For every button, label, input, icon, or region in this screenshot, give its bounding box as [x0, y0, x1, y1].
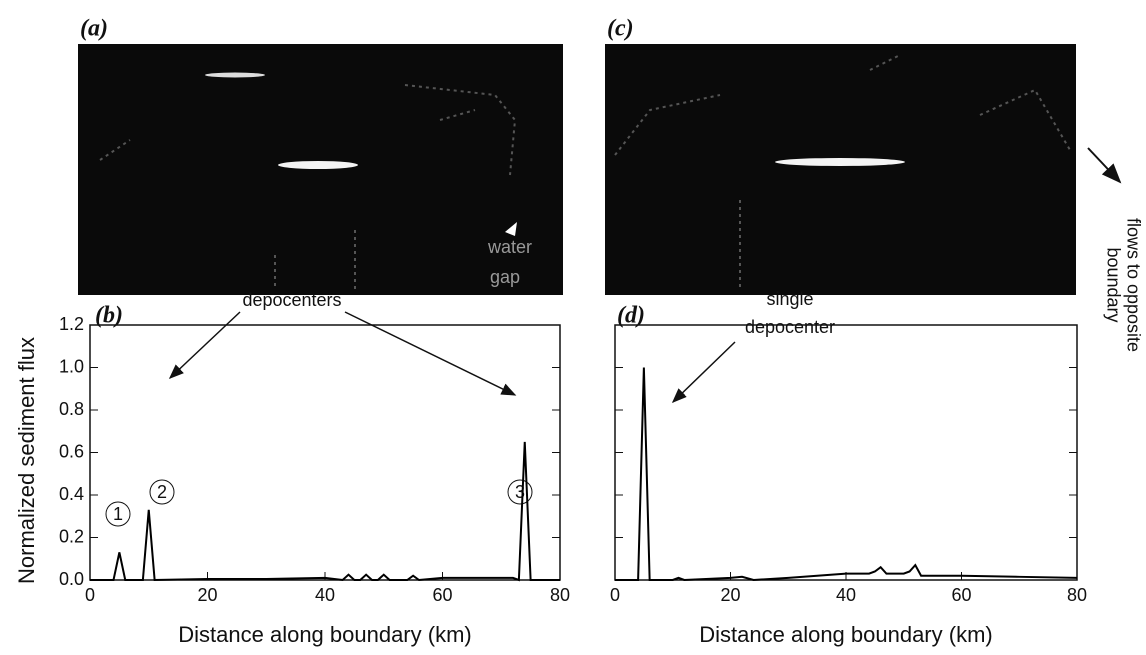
x-tick-label: 60 [432, 585, 452, 605]
arrow [170, 312, 240, 378]
y-tick-label: 0.2 [59, 526, 84, 546]
image-c [605, 44, 1076, 295]
y-tick-label: 1.2 [59, 314, 84, 334]
x-tick-label: 60 [951, 585, 971, 605]
annotation: depocenters [242, 290, 341, 310]
x-tick-label: 80 [1067, 585, 1087, 605]
x-tick-label: 40 [315, 585, 335, 605]
y-tick-label: 0.8 [59, 399, 84, 419]
x-tick-label: 80 [550, 585, 570, 605]
arrow [673, 342, 735, 402]
x-axis-label: Distance along boundary (km) [699, 622, 992, 647]
x-axis-label: Distance along boundary (km) [178, 622, 471, 647]
y-tick-label: 0.0 [59, 569, 84, 589]
annotation: single [766, 289, 813, 309]
image-a [78, 44, 563, 295]
figure: (a) water gap (c) flows to opposite boun… [0, 0, 1146, 650]
x-tick-label: 0 [610, 585, 620, 605]
data-line [615, 368, 1077, 581]
panel-label: (c) [607, 16, 634, 42]
annotation: boundary [1103, 247, 1123, 322]
plot-frame [615, 325, 1077, 580]
y-tick-label: 1.0 [59, 356, 84, 376]
x-tick-label: 0 [85, 585, 95, 605]
panel-label: (a) [80, 16, 108, 42]
annotation: water [487, 237, 532, 257]
y-tick-label: 0.6 [59, 441, 84, 461]
annotation: 1 [113, 504, 123, 524]
panel-label: (d) [617, 303, 645, 329]
x-tick-label: 20 [720, 585, 740, 605]
y-tick-label: 0.4 [59, 484, 84, 504]
y-axis-label: Normalized sediment flux [14, 337, 39, 584]
panel-label: (b) [95, 303, 123, 329]
x-tick-label: 40 [836, 585, 856, 605]
plot-frame [90, 325, 560, 580]
annotation: depocenter [745, 317, 835, 337]
x-tick-label: 20 [197, 585, 217, 605]
arrow [1088, 148, 1120, 182]
data-line [90, 442, 560, 580]
annotation: flows to opposite [1123, 218, 1143, 352]
annotation: 2 [157, 482, 167, 502]
annotation: gap [490, 267, 520, 287]
